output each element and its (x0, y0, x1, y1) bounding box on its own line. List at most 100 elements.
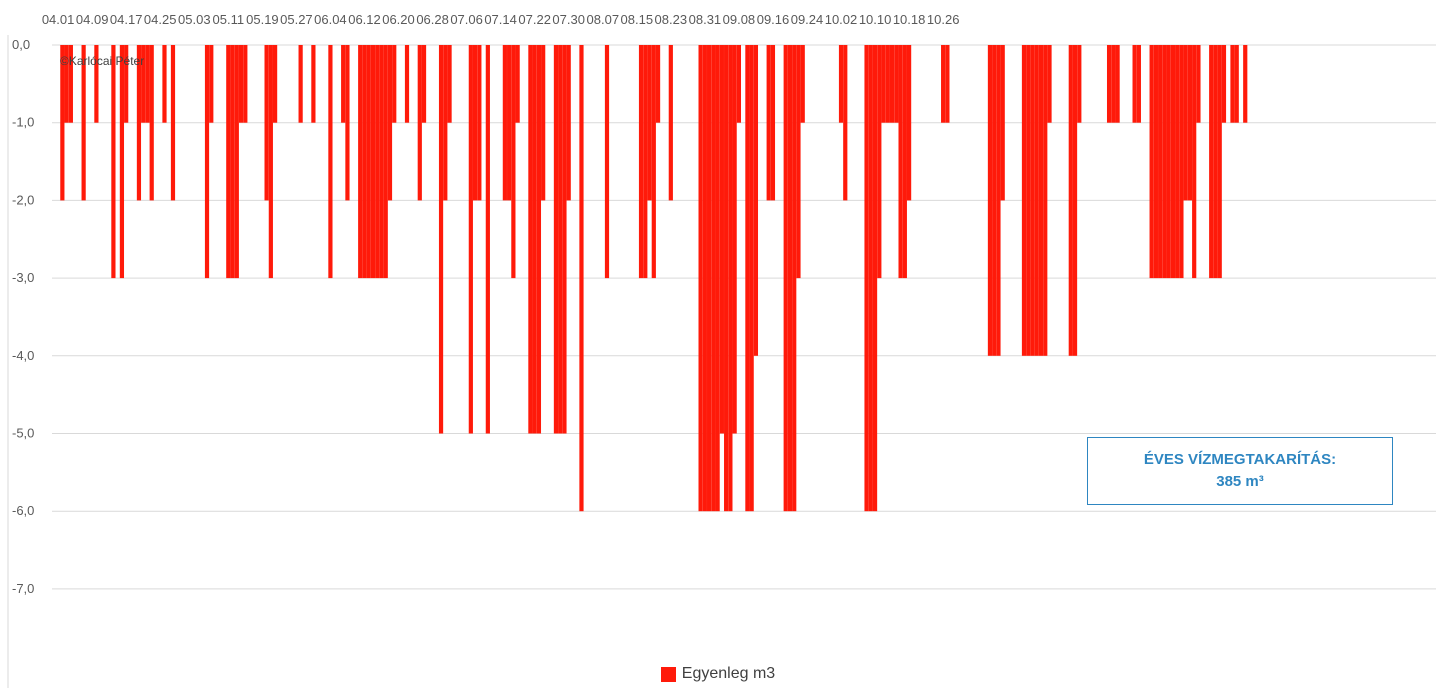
bar-77 (383, 45, 388, 279)
y-tick-label-2: -2,0 (12, 192, 34, 207)
bar-268 (1196, 45, 1201, 123)
bar-60 (311, 45, 316, 123)
bar-139 (647, 45, 652, 201)
bar-265 (1183, 45, 1188, 201)
bar-156 (719, 45, 724, 434)
bar-254 (1136, 45, 1141, 123)
bar-191 (868, 45, 873, 512)
y-tick-label-0: 0,0 (12, 37, 30, 52)
x-tick-label-5: 05.11 (213, 12, 245, 27)
bar-253 (1132, 45, 1137, 123)
bar-85 (417, 45, 422, 201)
bar-9 (94, 45, 99, 123)
legend-swatch (660, 666, 676, 682)
bar-113 (536, 45, 542, 434)
bar-221 (996, 45, 1001, 356)
y-tick-label-4: -4,0 (12, 348, 34, 363)
bar-141 (655, 45, 661, 123)
bar-78 (387, 45, 393, 201)
bar-72 (362, 45, 367, 279)
bar-41 (230, 45, 235, 279)
bar-13 (111, 45, 116, 279)
y-tick-label-3: -3,0 (12, 270, 34, 285)
bar-49 (264, 45, 269, 201)
bar-137 (638, 45, 644, 279)
bar-118 (558, 45, 563, 434)
bar-249 (1115, 45, 1120, 123)
bar-43 (238, 45, 244, 123)
x-tick-label-18: 08.23 (655, 12, 688, 27)
bar-209 (945, 45, 950, 123)
bar-129 (604, 45, 610, 279)
bar-260 (1162, 45, 1167, 279)
x-tick-label-17: 08.15 (621, 12, 654, 27)
bar-193 (877, 45, 882, 279)
bar-42 (234, 45, 239, 279)
bar-82 (404, 45, 410, 123)
x-tick-label-15: 07.30 (552, 12, 585, 27)
x-tick-label-13: 07.14 (484, 12, 517, 27)
bar-195 (885, 45, 890, 123)
bar-97 (468, 45, 473, 434)
bar-27 (170, 45, 176, 201)
y-tick-label-1: -1,0 (12, 115, 34, 130)
bar-172 (787, 45, 793, 512)
bar-184 (838, 45, 844, 123)
bar-25 (162, 45, 167, 123)
x-tick-label-20: 09.08 (723, 12, 756, 27)
bar-76 (379, 45, 384, 279)
bar-157 (724, 45, 729, 512)
bar-185 (843, 45, 848, 201)
bar-16 (124, 45, 129, 123)
watermark: ©Karlócai Péter (60, 54, 145, 68)
x-tick-label-24: 10.10 (859, 12, 892, 27)
bar-198 (898, 45, 903, 279)
bar-199 (902, 45, 907, 279)
x-tick-label-26: 10.26 (927, 12, 960, 27)
bar-117 (553, 45, 559, 434)
x-tick-label-22: 09.24 (791, 12, 824, 27)
x-tick-label-11: 06.28 (416, 12, 449, 27)
x-tick-label-6: 05.19 (246, 12, 279, 27)
bar-92 (447, 45, 452, 123)
bar-190 (864, 45, 869, 512)
bar-273 (1217, 45, 1222, 279)
bar-108 (515, 45, 520, 123)
bar-155 (715, 45, 720, 512)
bar-163 (749, 45, 754, 512)
bar-248 (1111, 45, 1116, 123)
bar-20 (141, 45, 146, 123)
bar-162 (745, 45, 750, 512)
bar-194 (881, 45, 886, 123)
x-tick-label-4: 05.03 (178, 12, 211, 27)
bar-154 (711, 45, 716, 512)
annotation-line-2: 385 m³ (1216, 473, 1264, 490)
bar-73 (366, 45, 371, 279)
bar-50 (268, 45, 273, 279)
bar-40 (226, 45, 231, 279)
bar-262 (1170, 45, 1176, 279)
bar-74 (370, 45, 376, 279)
x-tick-label-3: 04.25 (144, 12, 177, 27)
bar-220 (992, 45, 997, 356)
bar-138 (643, 45, 648, 279)
bar-196 (889, 45, 895, 123)
bar-192 (872, 45, 878, 512)
bar-91 (443, 45, 448, 201)
x-tick-label-8: 06.04 (314, 12, 347, 27)
bar-277 (1234, 45, 1239, 123)
bar-152 (702, 45, 707, 512)
bar-105 (502, 45, 507, 201)
bar-36 (209, 45, 214, 123)
bar-258 (1153, 45, 1158, 279)
bar-233 (1047, 45, 1052, 123)
bar-158 (728, 45, 733, 512)
bar-21 (145, 45, 150, 123)
bar-171 (783, 45, 788, 512)
x-tick-label-23: 10.02 (825, 12, 858, 27)
bar-173 (792, 45, 797, 512)
bar-35 (204, 45, 210, 279)
bar-247 (1106, 45, 1112, 123)
bar-240 (1077, 45, 1082, 123)
bar-271 (1209, 45, 1214, 279)
